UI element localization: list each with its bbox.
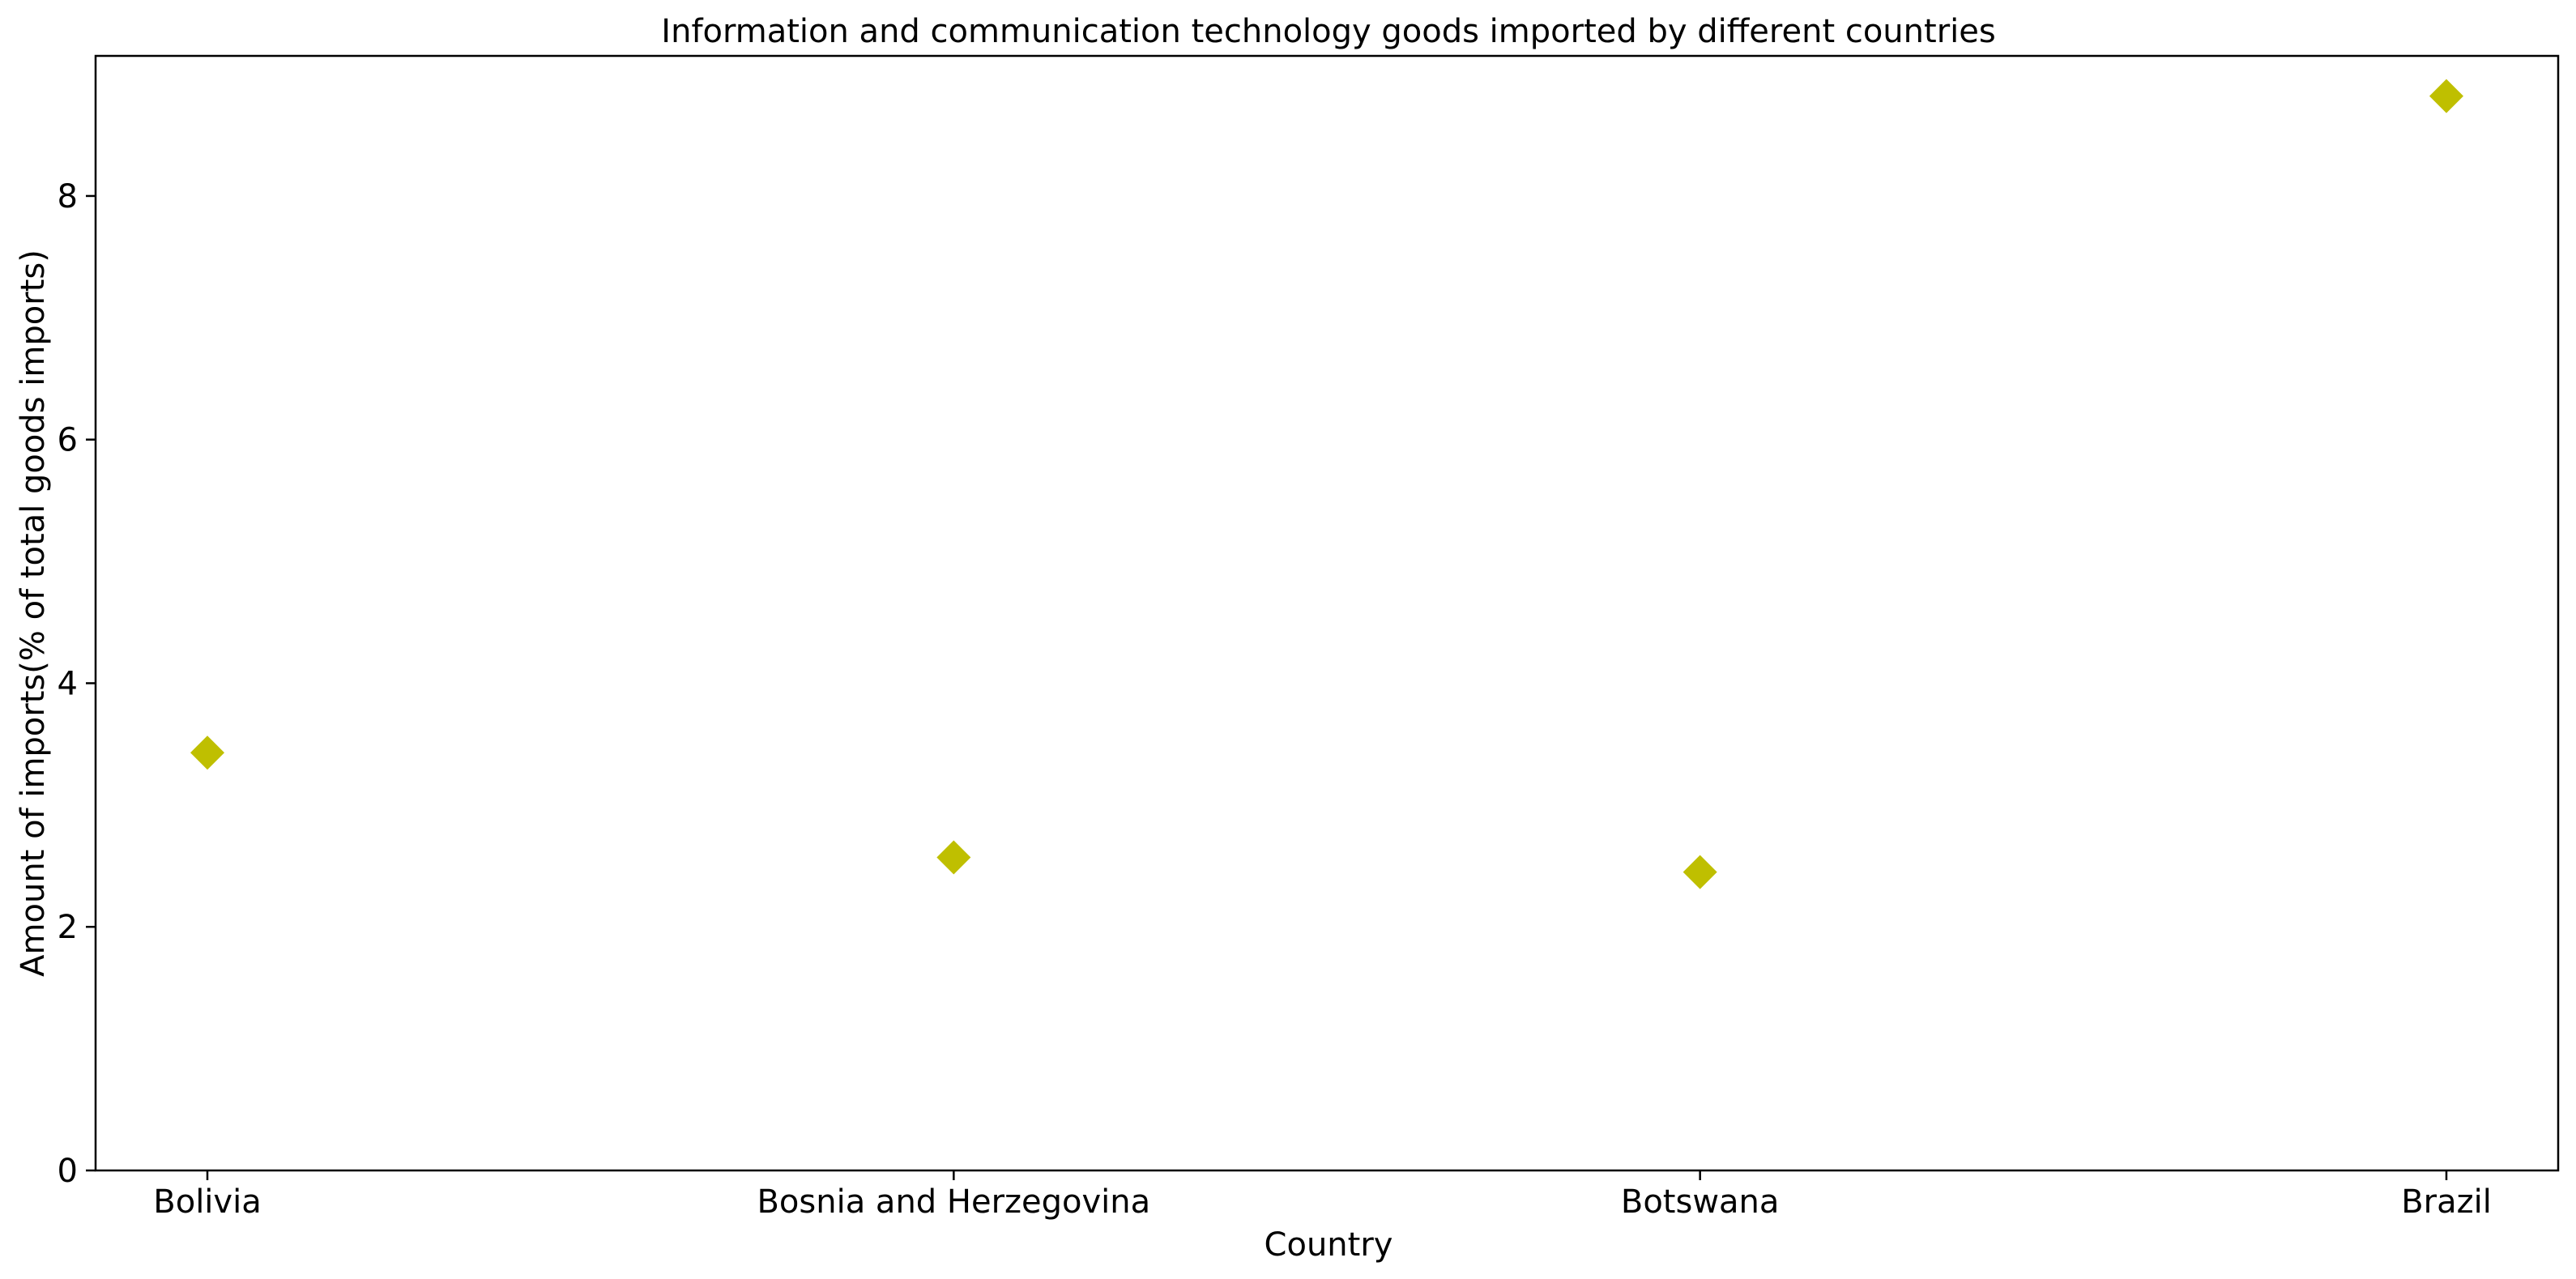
data-point: [190, 735, 224, 770]
x-axis-ticks: Bolivia Bosnia and Herzegovina Botswana Bra…: [153, 1170, 2492, 1221]
y-tick-label: 4: [58, 665, 78, 702]
y-tick-label: 8: [58, 178, 78, 215]
data-point: [936, 840, 971, 875]
data-point: [1683, 855, 1717, 889]
y-axis-ticks: 0 2 4 6 8: [58, 178, 96, 1190]
x-tick-label: Botswana: [1621, 1183, 1780, 1221]
y-axis-label: Amount of imports(% of total goods impor…: [15, 249, 52, 977]
x-tick-label: Bolivia: [153, 1183, 261, 1221]
y-tick-label: 6: [58, 422, 78, 459]
data-points: [190, 79, 2463, 889]
x-tick-label: Bosnia and Herzegovina: [757, 1183, 1150, 1221]
plot-frame: [94, 54, 2560, 1172]
plot-area: 0 2 4 6 8 Bolivia Bosnia and Herzegovina Botsw…: [58, 54, 2560, 1221]
chart-title: Information and communication technology…: [661, 13, 1995, 50]
y-tick-label: 2: [58, 909, 78, 946]
x-axis-label: Country: [1265, 1226, 1393, 1264]
x-tick-label: Brazil: [2401, 1183, 2492, 1221]
data-point: [2429, 79, 2463, 113]
y-tick-label: 0: [58, 1153, 78, 1190]
